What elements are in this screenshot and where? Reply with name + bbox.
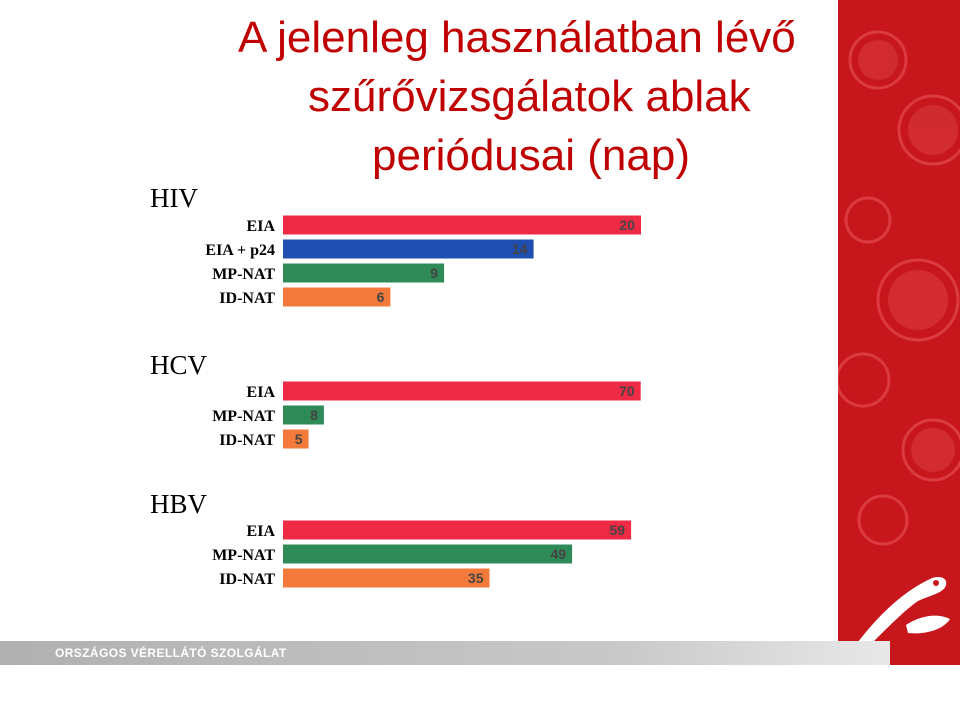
title-line-1: A jelenleg használatban lévő [238,13,796,62]
row-label-hcv-mp-nat: MP-NAT [212,408,275,425]
group-title-hiv: HIV [150,183,198,213]
row-label-hiv-id-nat: ID-NAT [219,290,275,307]
bar-hbv-id-nat [283,568,490,588]
group-title-hbv: HBV [150,489,208,519]
value-label-hbv-eia: 59 [610,522,626,538]
value-label-hbv-mp-nat: 49 [551,546,567,562]
row-label-hbv-eia: EIA [247,523,276,540]
slide-title: A jelenleg használatban lévő szűrővizsgá… [200,8,840,185]
footer-organization-name: ORSZÁGOS VÉRELLÁTÓ SZOLGÁLAT [55,646,287,660]
row-label-hbv-mp-nat: MP-NAT [212,547,275,564]
bar-hbv-mp-nat [283,544,573,564]
pelican-logo-icon [854,577,950,649]
bar-hcv-id-nat [283,429,309,449]
row-label-hiv-eia-p24: EIA + p24 [205,242,275,259]
bar-hiv-mp-nat [283,263,445,283]
value-label-hbv-id-nat: 35 [468,570,484,586]
value-label-hcv-eia: 70 [619,383,635,399]
bar-hcv-mp-nat [283,405,324,425]
decorative-blood-cell-panel [838,0,960,665]
value-label-hiv-mp-nat: 9 [430,265,438,281]
bar-hiv-eia [283,215,641,235]
value-label-hiv-eia-p24: 14 [512,241,528,257]
value-label-hiv-id-nat: 6 [377,289,385,305]
value-label-hcv-mp-nat: 8 [310,407,318,423]
group-title-hcv: HCV [150,350,208,380]
blood-cells-decoration [838,30,960,546]
footer-bar: ORSZÁGOS VÉRELLÁTÓ SZOLGÁLAT [0,641,890,665]
row-label-hbv-id-nat: ID-NAT [219,571,275,588]
bar-hiv-eia-p24 [283,239,534,259]
title-line-3: periódusai (nap) [372,131,690,180]
bar-hbv-eia [283,520,632,540]
row-label-hiv-mp-nat: MP-NAT [212,266,275,283]
row-label-hiv-eia: EIA [247,218,276,235]
value-label-hcv-id-nat: 5 [295,431,303,447]
row-label-hcv-eia: EIA [247,384,276,401]
value-label-hiv-eia: 20 [619,217,635,233]
title-line-2: szűrővizsgálatok ablak [308,72,751,121]
bar-hiv-id-nat [283,287,391,307]
row-label-hcv-id-nat: ID-NAT [219,432,275,449]
bar-hcv-eia [283,381,641,401]
